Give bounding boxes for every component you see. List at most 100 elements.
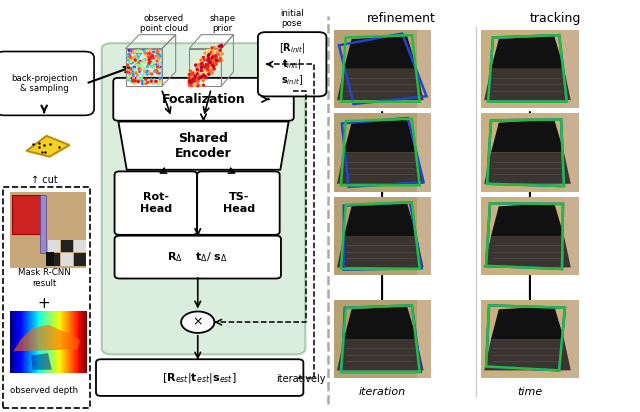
Point xyxy=(149,64,159,70)
Bar xyxy=(564,300,579,378)
Point xyxy=(218,51,228,57)
Point xyxy=(132,68,142,75)
Point xyxy=(204,59,214,65)
Polygon shape xyxy=(491,306,564,339)
Point xyxy=(207,59,218,66)
Point xyxy=(200,68,210,74)
Point xyxy=(210,56,220,63)
Point xyxy=(191,64,202,70)
Point xyxy=(209,63,219,70)
Point xyxy=(205,67,215,74)
Bar xyxy=(417,300,431,378)
Point xyxy=(151,78,161,84)
Point xyxy=(202,52,212,59)
Text: shape
prior: shape prior xyxy=(210,14,236,33)
Point xyxy=(140,80,150,87)
FancyBboxPatch shape xyxy=(258,32,326,96)
Point xyxy=(147,71,157,77)
Point xyxy=(215,47,225,54)
Point xyxy=(131,55,141,62)
Point xyxy=(148,49,159,55)
Point xyxy=(195,65,205,72)
Point xyxy=(197,61,207,67)
Text: Shared
Encoder: Shared Encoder xyxy=(175,132,232,160)
Point xyxy=(143,48,153,55)
Point xyxy=(205,60,215,66)
Point xyxy=(211,60,221,67)
Point xyxy=(153,48,163,54)
Point xyxy=(209,44,220,51)
Polygon shape xyxy=(344,203,417,236)
FancyBboxPatch shape xyxy=(102,43,305,354)
Point xyxy=(197,67,207,74)
Point xyxy=(152,49,163,56)
Point xyxy=(134,68,145,75)
Point xyxy=(146,78,156,84)
Point xyxy=(128,68,138,74)
Bar xyxy=(48,240,60,252)
Point xyxy=(204,55,214,62)
Text: observed depth: observed depth xyxy=(10,386,78,395)
Point xyxy=(203,60,213,66)
Point xyxy=(192,76,202,83)
Point xyxy=(193,66,203,73)
Point xyxy=(212,49,223,56)
Point xyxy=(132,58,143,65)
Point xyxy=(131,69,141,76)
Point xyxy=(204,50,214,57)
Point xyxy=(200,49,211,56)
Point xyxy=(143,79,154,86)
Text: TS-
Head: TS- Head xyxy=(223,192,255,214)
Point xyxy=(216,43,227,50)
Point xyxy=(207,46,217,53)
Point xyxy=(199,72,209,79)
Point xyxy=(189,77,199,84)
Point xyxy=(140,47,150,54)
Point xyxy=(134,77,145,84)
Point xyxy=(147,63,157,69)
Point xyxy=(194,75,204,82)
Point xyxy=(214,56,225,62)
Point xyxy=(198,71,208,77)
Point xyxy=(198,62,208,69)
Point xyxy=(125,57,136,63)
FancyBboxPatch shape xyxy=(197,171,280,235)
Bar xyxy=(40,195,45,253)
Point xyxy=(152,54,163,60)
Point xyxy=(151,79,161,86)
Point xyxy=(192,76,202,82)
Point xyxy=(204,54,214,61)
Point xyxy=(126,78,136,84)
Point xyxy=(193,79,203,86)
Point xyxy=(154,55,164,61)
Text: Mask R-CNN
result: Mask R-CNN result xyxy=(18,268,70,288)
Point xyxy=(198,77,208,84)
Point xyxy=(186,76,196,82)
Point xyxy=(146,61,156,67)
Point xyxy=(194,68,204,75)
Point xyxy=(210,59,220,65)
Point xyxy=(142,50,152,57)
Point xyxy=(143,71,153,77)
FancyBboxPatch shape xyxy=(115,236,281,279)
Point xyxy=(206,56,216,63)
Point xyxy=(200,50,210,56)
Point xyxy=(188,69,198,76)
FancyBboxPatch shape xyxy=(113,78,294,121)
Point xyxy=(199,64,209,70)
Polygon shape xyxy=(26,136,70,157)
Polygon shape xyxy=(337,236,424,267)
Point xyxy=(204,51,214,58)
Bar xyxy=(12,195,41,234)
Point xyxy=(192,72,202,78)
Point xyxy=(141,76,151,82)
Point xyxy=(188,78,198,85)
Point xyxy=(207,44,217,51)
Point xyxy=(147,77,157,84)
Point xyxy=(187,70,197,77)
Point xyxy=(145,55,155,62)
Point xyxy=(209,48,220,55)
Bar xyxy=(417,197,431,275)
Point xyxy=(129,59,139,65)
Point xyxy=(122,52,132,59)
